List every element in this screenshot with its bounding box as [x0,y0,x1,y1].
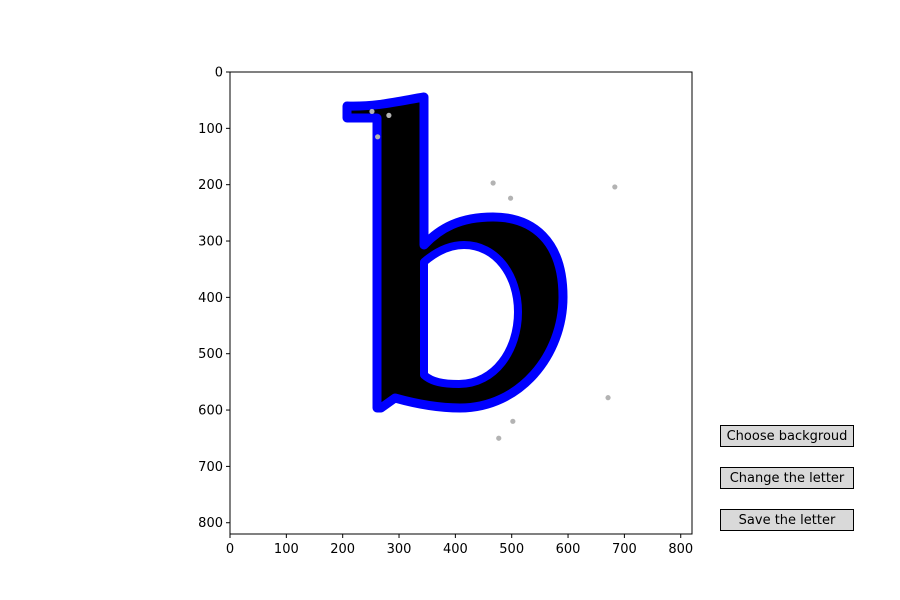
y-axis: 0 100 200 300 400 500 600 700 800 [198,66,230,531]
choose-background-button[interactable]: Choose backgroud [720,425,854,447]
control-points [369,108,618,441]
x-tick-label: 0 [226,542,234,557]
y-tick-label: 600 [198,404,223,419]
x-tick-label: 300 [387,542,412,557]
y-tick-label: 100 [198,122,223,137]
x-tick-label: 200 [330,542,355,557]
control-point[interactable] [612,184,618,190]
x-tick-label: 100 [274,542,299,557]
y-tick-label: 400 [198,291,223,306]
y-tick-label: 200 [198,178,223,193]
y-tick-label: 800 [198,516,223,531]
control-point[interactable] [507,195,514,201]
change-letter-button[interactable]: Change the letter [720,467,854,489]
letter-bowl-counter [420,241,522,388]
y-tick-label: 500 [198,347,223,362]
control-point[interactable] [375,134,381,140]
y-tick-label: 0 [215,66,223,81]
x-tick-label: 400 [443,542,468,557]
x-tick-label: 700 [612,542,637,557]
x-tick-label: 800 [668,542,693,557]
control-point[interactable] [605,395,611,401]
plot-frame [229,71,693,535]
x-axis: 0 100 200 300 400 500 600 700 800 [226,534,693,557]
control-point[interactable] [496,435,502,441]
x-tick-label: 600 [556,542,581,557]
control-point[interactable] [510,418,516,424]
control-point[interactable] [490,180,496,186]
save-letter-button[interactable]: Save the letter [720,509,854,531]
control-point[interactable] [386,112,392,118]
y-tick-label: 300 [198,235,223,250]
letter-glyph [342,92,568,413]
x-tick-label: 500 [499,542,524,557]
control-point[interactable] [369,108,375,115]
y-tick-label: 700 [198,460,223,475]
